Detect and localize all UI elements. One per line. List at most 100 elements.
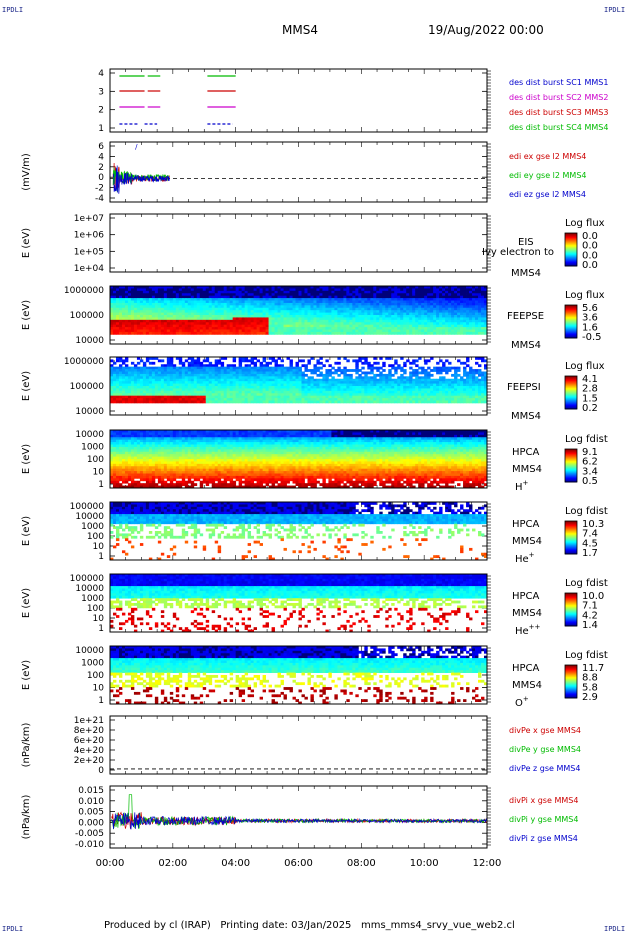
spectrogram-cell-feepsi	[442, 398, 446, 401]
spectrogram-cell-feepsi	[253, 381, 258, 384]
spectrogram-cell-feepse	[445, 331, 449, 335]
spectrogram-cell-feepse	[154, 307, 159, 311]
spectrogram-cell-feepsi	[454, 395, 458, 399]
spectrogram-cell-feepse	[226, 307, 231, 311]
spectrogram-cell-feepse	[301, 293, 305, 297]
spectrogram-cell-feepsi	[454, 388, 458, 392]
spectrogram-cell-feepse	[388, 310, 392, 313]
spectrogram-cell-feepse	[466, 293, 470, 297]
spectrogram-cell-feepse	[157, 324, 162, 328]
spectrogram-cell-feepsi	[445, 381, 449, 384]
spectrogram-cell-feepsi	[121, 366, 126, 370]
spectrogram-cell-feepsi	[181, 371, 186, 375]
spectrogram-cell-feepse	[166, 324, 171, 328]
spectrogram-cell-feepse	[283, 315, 287, 318]
spectrogram-cell-feepsi	[118, 390, 123, 394]
spectrogram-cell-feepsi	[454, 378, 458, 382]
spectrogram-cell-feepse	[241, 305, 246, 309]
spectrogram-cell-feepsi	[415, 376, 419, 380]
spectrogram-cell-feepse	[238, 310, 243, 313]
spectrogram-cell-feepse	[142, 290, 147, 294]
spectrogram-cell-feepsi	[361, 386, 365, 389]
spectrogram-cell-feepsi	[214, 359, 219, 363]
spectrogram-cell-feepse	[373, 327, 377, 330]
spectrogram-cell-feepse	[256, 298, 260, 301]
spectrogram-cell-feepse	[208, 290, 213, 294]
spectrogram-cell-feepse	[397, 288, 401, 292]
spectrogram-cell-feepsi	[427, 366, 431, 370]
spectrogram-cell-feepsi	[232, 359, 237, 363]
spectrogram-cell-feepsi	[166, 393, 171, 397]
spectrogram-cell-feepse	[343, 312, 347, 316]
spectrogram-cell-feepsi	[355, 390, 359, 394]
spectrogram-cell-feepsi	[388, 357, 392, 360]
spectrogram-cell-feepse	[379, 324, 383, 328]
spectrogram-cell-feepse	[172, 307, 177, 311]
spectrogram-cell-feepsi	[247, 398, 252, 401]
spectrogram-cell-feepsi	[265, 361, 269, 365]
spectrogram-cell-feepsi	[274, 371, 278, 375]
spectrogram-cell-feepsi	[271, 381, 275, 384]
spectrogram-cell-feepse	[385, 322, 389, 326]
spectrogram-cell-feepsi	[397, 386, 401, 389]
spectrogram-cell-feepse	[340, 288, 344, 292]
colorbar-cell-eis	[565, 241, 577, 243]
spectrogram-cell-feepse	[394, 327, 398, 330]
spectrogram-cell-feepsi	[178, 376, 183, 380]
spectrogram-cell-feepse	[445, 290, 449, 294]
spectrogram-cell-feepsi	[280, 378, 284, 382]
spectrogram-cell-feepse	[463, 310, 467, 313]
spectrogram-cell-feepse	[256, 300, 260, 304]
spectrogram-cell-feepsi	[145, 357, 150, 360]
spectrogram-cell-feepse	[136, 307, 141, 311]
spectrogram-cell-feepse	[190, 312, 195, 316]
spectrogram-cell-feepse	[169, 290, 174, 294]
spectrogram-cell-feepse	[253, 307, 258, 311]
spectrogram-cell-feepse	[397, 312, 401, 316]
spectrogram-cell-feepse	[424, 288, 428, 292]
spectrogram-cell-feepse	[451, 305, 455, 309]
spectrogram-cell-feepse	[130, 324, 135, 328]
spectrogram-cell-feepsi	[277, 388, 281, 392]
spectrogram-cell-feepse	[115, 329, 120, 333]
spectrogram-cell-feepsi	[475, 390, 479, 394]
spectrogram-cell-feepse	[397, 329, 401, 333]
spectrogram-cell-feepsi	[238, 364, 243, 368]
colorbar-cell-eis	[565, 233, 577, 236]
spectrogram-cell-feepse	[313, 293, 317, 297]
spectrogram-cell-feepsi	[163, 386, 168, 389]
spectrogram-cell-feepse	[229, 298, 234, 301]
spectrogram-cell-feepse	[301, 307, 305, 311]
spectrogram-cell-feepse	[214, 329, 219, 333]
spectrogram-cell-feepsi	[352, 381, 356, 384]
ytick-label-edi: 4	[98, 152, 104, 162]
spectrogram-cell-feepsi	[391, 400, 395, 404]
spectrogram-cell-feepsi	[301, 393, 305, 397]
spectrogram-cell-feepse	[274, 324, 278, 328]
spectrogram-cell-feepse	[463, 307, 467, 311]
spectrogram-cell-feepse	[229, 310, 234, 313]
spectrogram-cell-feepsi	[169, 364, 174, 368]
spectrogram-cell-feepsi	[376, 381, 380, 384]
spectrogram-cell-feepse	[478, 305, 482, 309]
spectrogram-cell-feepse	[112, 288, 117, 292]
spectrogram-cell-feepse	[307, 312, 311, 316]
spectrogram-cell-feepse	[259, 312, 263, 316]
spectrogram-cell-feepse	[298, 327, 302, 330]
spectrogram-cell-feepsi	[397, 395, 401, 399]
spectrogram-cell-feepse	[178, 327, 183, 330]
spectrogram-cell-feepsi	[148, 369, 153, 372]
spectrogram-cell-feepse	[346, 319, 350, 323]
spectrogram-cell-feepse	[295, 310, 299, 313]
spectrogram-cell-feepse	[238, 315, 243, 318]
spectrogram-cell-feepsi	[403, 361, 407, 365]
spectrogram-cell-feepsi	[124, 378, 129, 382]
spectrogram-cell-feepse	[424, 312, 428, 316]
spectrogram-cell-feepsi	[166, 369, 171, 372]
spectrogram-cell-feepse	[406, 290, 410, 294]
spectrogram-cell-feepse	[328, 324, 332, 328]
spectrogram-cell-feepse	[478, 288, 482, 292]
spectrogram-cell-feepsi	[331, 386, 335, 389]
spectrogram-cell-feepse	[325, 319, 329, 323]
spectrogram-cell-feepse	[301, 331, 305, 335]
